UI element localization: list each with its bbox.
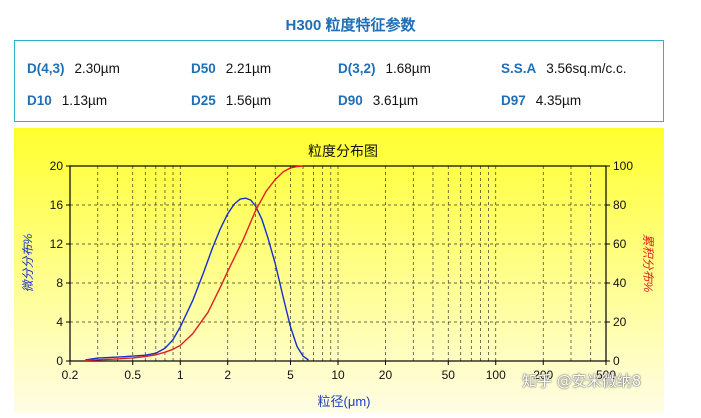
param-key: D(3,2) [338, 61, 376, 76]
param-value: 2.21µm [225, 61, 272, 76]
param-key: D97 [501, 93, 526, 108]
y-right-tick-label: 80 [613, 198, 627, 212]
y-left-tick-label: 16 [50, 198, 64, 212]
y-right-tick-label: 100 [613, 159, 633, 173]
param-value: 4.35µm [535, 93, 582, 108]
distribution-chart-svg: 粒度分布图 0.2 0.5 1 2 5 10 20 50 100 200 5000481216200… [14, 128, 664, 413]
x-tick-label: 0.2 [62, 368, 79, 382]
y-left-tick-label: 12 [50, 237, 64, 251]
param-value: 1.13µm [61, 93, 108, 108]
y-axis-right-label: 累积分布% [641, 234, 655, 293]
param-d25: D25 1.56µm [191, 93, 271, 108]
param-value: 1.68µm [385, 61, 431, 76]
y-right-tick-label: 0 [613, 354, 620, 368]
x-tick-label: 500 [596, 368, 616, 382]
param-ssa: S.S.A 3.56sq.m/c.c. [501, 61, 627, 76]
param-key: D50 [191, 61, 216, 76]
x-tick-label: 0.5 [124, 368, 141, 382]
chart-title: 粒度分布图 [308, 143, 378, 159]
param-value: 3.56sq.m/c.c. [546, 61, 627, 76]
x-tick-label: 50 [442, 368, 456, 382]
param-key: D(4,3) [27, 61, 65, 76]
differential-distribution-line [85, 197, 309, 361]
param-key: D90 [338, 93, 363, 108]
param-value: 1.56µm [225, 93, 272, 108]
param-key: D10 [27, 93, 52, 108]
y-right-tick-label: 60 [613, 237, 627, 251]
param-d10: D10 1.13µm [27, 93, 107, 108]
x-tick-label: 10 [331, 368, 345, 382]
x-tick-label: 5 [287, 368, 294, 382]
cumulative-distribution-line [85, 165, 304, 362]
param-d50: D50 2.21µm [191, 61, 271, 76]
x-tick-label: 100 [486, 368, 506, 382]
param-d90: D90 3.61µm [338, 93, 418, 108]
y-left-tick-label: 20 [50, 159, 64, 173]
x-tick-label: 20 [379, 368, 393, 382]
x-axis-label: 粒径(μm) [318, 394, 371, 409]
param-value: 3.61µm [372, 93, 419, 108]
y-right-tick-label: 40 [613, 276, 627, 290]
page-title: H300 粒度特征参数 [285, 17, 416, 34]
series-layer [85, 165, 309, 362]
param-value: 2.30µm [74, 61, 120, 76]
param-d43: D(4,3) 2.30µm [27, 61, 120, 76]
x-tick-label: 1 [177, 368, 184, 382]
x-tick-label: 2 [224, 368, 231, 382]
chart-background [14, 128, 664, 413]
param-key: S.S.A [501, 61, 537, 76]
param-key: D25 [191, 93, 216, 108]
gridlines [70, 166, 606, 361]
y-right-tick-label: 20 [613, 315, 627, 329]
x-tick-label: 200 [533, 368, 553, 382]
y-left-tick-label: 0 [56, 354, 63, 368]
distribution-chart: 粒度分布图 0.2 0.5 1 2 5 10 20 50 100 200 500 0 4 8 12 16 20 0… [14, 128, 664, 413]
param-d32: D(3,2) 1.68µm [338, 61, 431, 76]
parameters-panel: D(4,3) 2.30µm D50 2.21µm D(3,2) 1.68µm S.S.… [14, 40, 664, 122]
y-axis-left-label: 微分分布% [21, 233, 35, 292]
watermark: 知乎 @安米微纳8 [522, 372, 642, 390]
y-left-tick-label: 8 [56, 276, 63, 290]
param-d97: D97 4.35µm [501, 93, 581, 108]
ticks: 0.2 0.5 1 2 5 10 20 50 100 200 5000481216200204060… [50, 159, 634, 382]
y-left-tick-label: 4 [56, 315, 63, 329]
